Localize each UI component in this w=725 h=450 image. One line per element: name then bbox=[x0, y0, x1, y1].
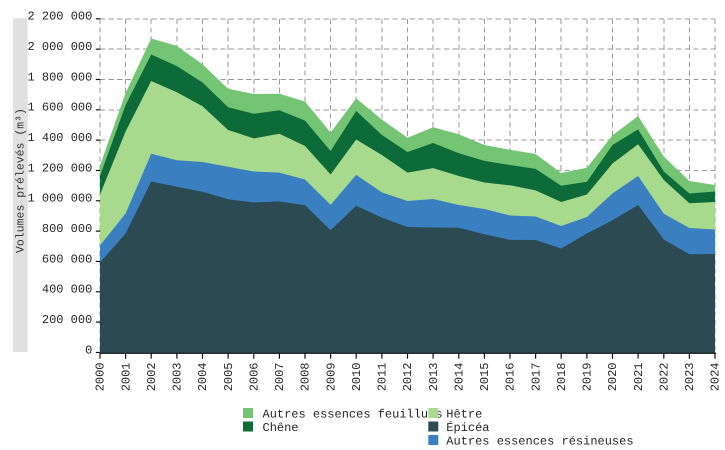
svg-text:2009: 2009 bbox=[324, 362, 338, 391]
svg-text:800 000: 800 000 bbox=[42, 222, 92, 236]
svg-text:Volumes prélevés (m³): Volumes prélevés (m³) bbox=[14, 108, 27, 253]
svg-text:2021: 2021 bbox=[632, 362, 646, 391]
svg-text:2000: 2000 bbox=[94, 362, 108, 391]
svg-text:2007: 2007 bbox=[273, 362, 287, 391]
svg-text:2022: 2022 bbox=[658, 362, 672, 391]
svg-text:2016: 2016 bbox=[504, 362, 518, 391]
svg-text:Autres essences feuillues: Autres essences feuillues bbox=[263, 407, 443, 421]
svg-text:200 000: 200 000 bbox=[42, 313, 92, 327]
svg-text:400 000: 400 000 bbox=[42, 283, 92, 297]
svg-text:Épicéa: Épicéa bbox=[446, 421, 489, 435]
svg-text:2002: 2002 bbox=[145, 362, 159, 391]
svg-text:2 000 000: 2 000 000 bbox=[27, 40, 92, 54]
svg-text:2024: 2024 bbox=[709, 362, 723, 391]
svg-text:2015: 2015 bbox=[478, 362, 492, 391]
svg-text:2010: 2010 bbox=[350, 362, 364, 391]
svg-text:Hêtre: Hêtre bbox=[446, 407, 482, 421]
svg-text:2018: 2018 bbox=[555, 362, 569, 391]
svg-text:2014: 2014 bbox=[452, 362, 466, 391]
svg-text:2012: 2012 bbox=[401, 362, 415, 391]
svg-text:2011: 2011 bbox=[376, 362, 390, 391]
svg-text:600 000: 600 000 bbox=[42, 252, 92, 266]
svg-text:2004: 2004 bbox=[196, 362, 210, 391]
svg-text:2017: 2017 bbox=[529, 362, 543, 391]
svg-text:Chêne: Chêne bbox=[263, 421, 299, 435]
svg-text:1 800 000: 1 800 000 bbox=[27, 70, 92, 84]
svg-text:1 200 000: 1 200 000 bbox=[27, 161, 92, 175]
svg-text:1 000 000: 1 000 000 bbox=[27, 192, 92, 206]
svg-text:2001: 2001 bbox=[119, 362, 133, 391]
svg-text:1 600 000: 1 600 000 bbox=[27, 101, 92, 115]
svg-text:0: 0 bbox=[85, 343, 92, 357]
svg-text:2008: 2008 bbox=[299, 362, 313, 391]
svg-text:2005: 2005 bbox=[222, 362, 236, 391]
svg-text:2006: 2006 bbox=[247, 362, 261, 391]
svg-text:2003: 2003 bbox=[171, 362, 185, 391]
svg-text:2 200 000: 2 200 000 bbox=[27, 10, 92, 24]
svg-text:2023: 2023 bbox=[683, 362, 697, 391]
svg-text:2019: 2019 bbox=[581, 362, 595, 391]
svg-text:1 400 000: 1 400 000 bbox=[27, 131, 92, 145]
svg-text:2020: 2020 bbox=[606, 362, 620, 391]
svg-text:2013: 2013 bbox=[427, 362, 441, 391]
svg-text:Autres essences résineuses: Autres essences résineuses bbox=[446, 434, 633, 448]
